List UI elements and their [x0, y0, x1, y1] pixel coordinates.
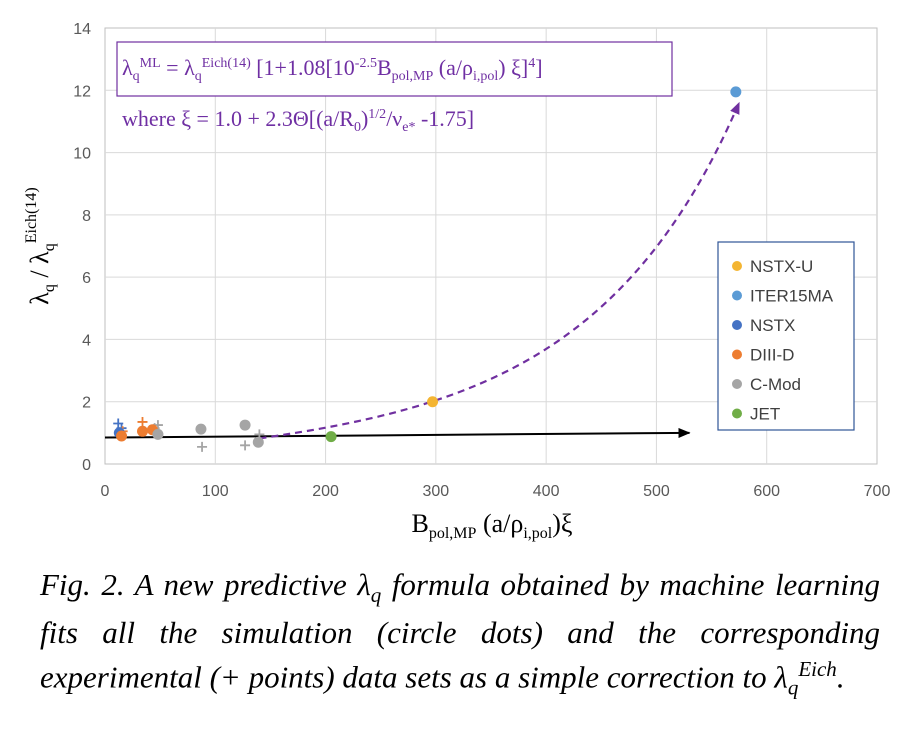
x-tick-label: 600 — [753, 483, 780, 500]
simulation-point — [730, 86, 742, 98]
formula-line1: λqML = λqEich(14) [1+1.08[10-2.5Bpol,MP … — [122, 55, 543, 84]
simulation-point — [136, 425, 148, 437]
trend-arrow — [104, 427, 691, 439]
y-tick-label: 6 — [82, 270, 91, 287]
legend-label: NSTX-U — [750, 257, 813, 276]
legend-box — [717, 241, 855, 431]
y-tick-label: 14 — [73, 21, 91, 38]
legend-marker — [732, 379, 742, 389]
y-axis-label: λq / λqEich(14) — [23, 187, 58, 304]
simulation-point — [325, 431, 337, 443]
tick-labels: 0 2 4 6 8 10 12 14 0 100 200 300 400 500 600 700 — [73, 21, 890, 500]
y-tick-label: 2 — [82, 395, 91, 412]
formula-box — [116, 41, 673, 97]
scatter-chart: 0 2 4 6 8 10 12 14 0 100 200 300 400 500 600 700 λqML =… — [23, 21, 890, 542]
x-tick-label: 300 — [423, 483, 450, 500]
x-tick-label: 0 — [101, 483, 110, 500]
y-tick-label: 8 — [82, 208, 91, 225]
formula-line2: where ξ = 1.0 + 2.3Θ[(a/R0)1/2/νe* -1.75… — [122, 106, 474, 135]
x-tick-label: 700 — [864, 483, 891, 500]
legend-marker — [732, 290, 742, 301]
legend-label: NSTX — [750, 316, 795, 335]
legend-marker — [732, 408, 742, 419]
x-tick-label: 500 — [643, 483, 670, 500]
x-tick-label: 100 — [202, 483, 229, 500]
experimental-plus-marker — [137, 416, 148, 427]
figure-caption: Fig. 2. A new predictive λq formula obta… — [40, 567, 880, 700]
x-tick-label: 200 — [312, 483, 339, 500]
simulation-point — [152, 428, 164, 440]
legend: NSTX-U ITER15MA NSTX DIII-D C-Mod JET — [732, 257, 834, 424]
plot-frame — [104, 27, 878, 465]
experimental-plus-marker — [240, 440, 251, 451]
legend-marker — [732, 349, 742, 360]
y-tick-label: 12 — [73, 83, 91, 100]
y-tick-label: 10 — [73, 146, 91, 163]
legend-label: ITER15MA — [750, 287, 834, 306]
simulation-point — [252, 436, 264, 448]
simulation-point — [116, 430, 128, 442]
legend-label: C-Mod — [750, 375, 801, 394]
simulation-point — [195, 423, 207, 435]
y-tick-label: 4 — [82, 332, 91, 349]
fit-curve-dashed — [259, 101, 741, 440]
legend-marker — [732, 261, 742, 271]
x-tick-label: 400 — [533, 483, 560, 500]
y-tick-label: 0 — [82, 457, 91, 474]
experimental-plus-marker — [197, 441, 208, 452]
legend-marker — [732, 320, 742, 330]
simulation-point — [239, 419, 251, 431]
legend-label: JET — [750, 405, 780, 424]
simulation-points — [113, 86, 742, 448]
x-axis-label: Bpol,MP (a/ρi,pol)ξ — [412, 509, 573, 542]
simulation-point — [427, 396, 439, 408]
legend-label: DIII-D — [750, 346, 794, 365]
